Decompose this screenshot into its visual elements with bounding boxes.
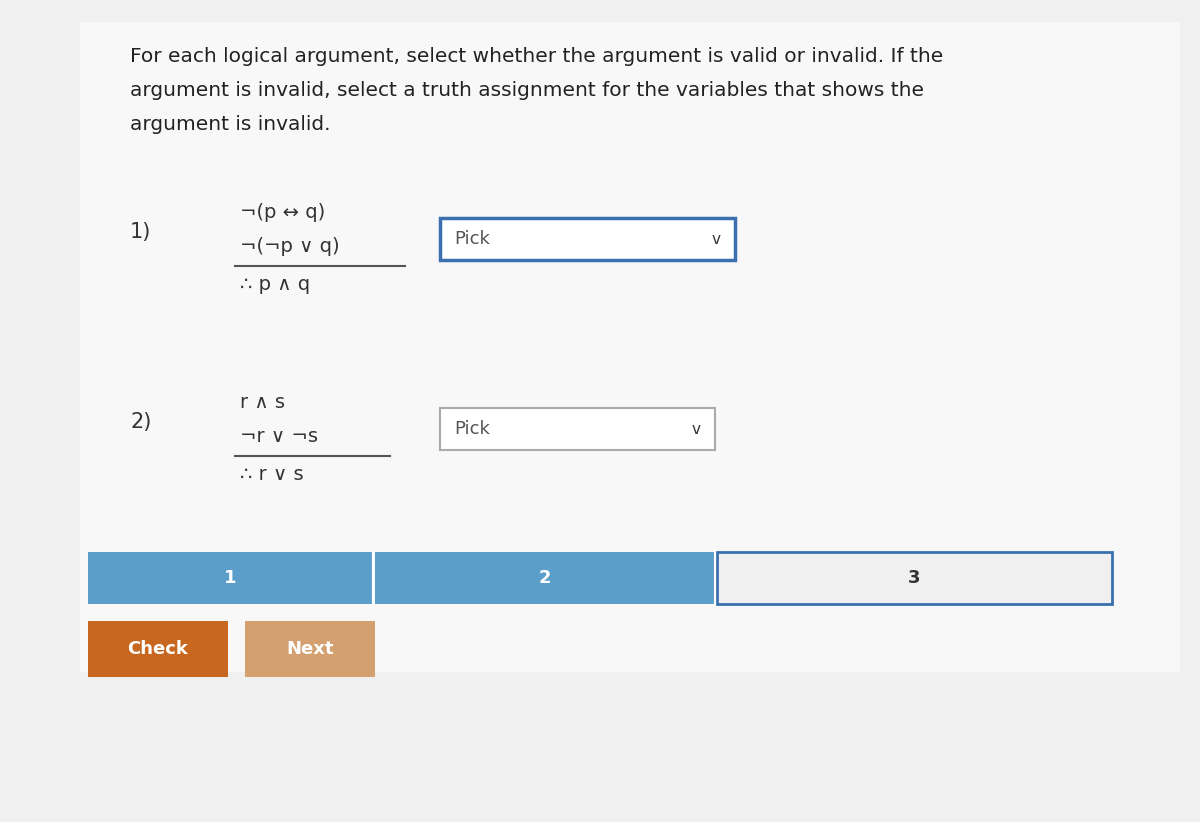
FancyBboxPatch shape	[718, 552, 1112, 604]
FancyBboxPatch shape	[440, 408, 715, 450]
Text: 2: 2	[539, 569, 551, 587]
Text: 1): 1)	[130, 222, 151, 242]
Text: ¬r ∨ ¬s: ¬r ∨ ¬s	[240, 427, 318, 446]
FancyBboxPatch shape	[88, 621, 228, 677]
Text: ∴ p ∧ q: ∴ p ∧ q	[240, 275, 310, 293]
FancyBboxPatch shape	[245, 621, 374, 677]
FancyBboxPatch shape	[80, 22, 1180, 672]
FancyBboxPatch shape	[88, 552, 373, 604]
Text: r ∧ s: r ∧ s	[240, 392, 286, 412]
Text: ¬(¬p ∨ q): ¬(¬p ∨ q)	[240, 238, 340, 256]
Text: ¬(p ↔ q): ¬(p ↔ q)	[240, 202, 325, 221]
Text: Pick: Pick	[454, 230, 490, 248]
Text: 3: 3	[908, 569, 920, 587]
Text: Pick: Pick	[454, 420, 490, 438]
Text: argument is invalid.: argument is invalid.	[130, 115, 330, 134]
Text: 2): 2)	[130, 412, 151, 432]
FancyBboxPatch shape	[374, 552, 715, 604]
Text: 1: 1	[224, 569, 236, 587]
Text: v: v	[692, 422, 701, 436]
Text: For each logical argument, select whether the argument is valid or invalid. If t: For each logical argument, select whethe…	[130, 47, 943, 66]
Text: Next: Next	[287, 640, 334, 658]
Text: argument is invalid, select a truth assignment for the variables that shows the: argument is invalid, select a truth assi…	[130, 81, 924, 100]
Text: v: v	[712, 232, 721, 247]
FancyBboxPatch shape	[440, 218, 734, 260]
Text: Check: Check	[127, 640, 188, 658]
Text: ∴ r ∨ s: ∴ r ∨ s	[240, 464, 304, 483]
